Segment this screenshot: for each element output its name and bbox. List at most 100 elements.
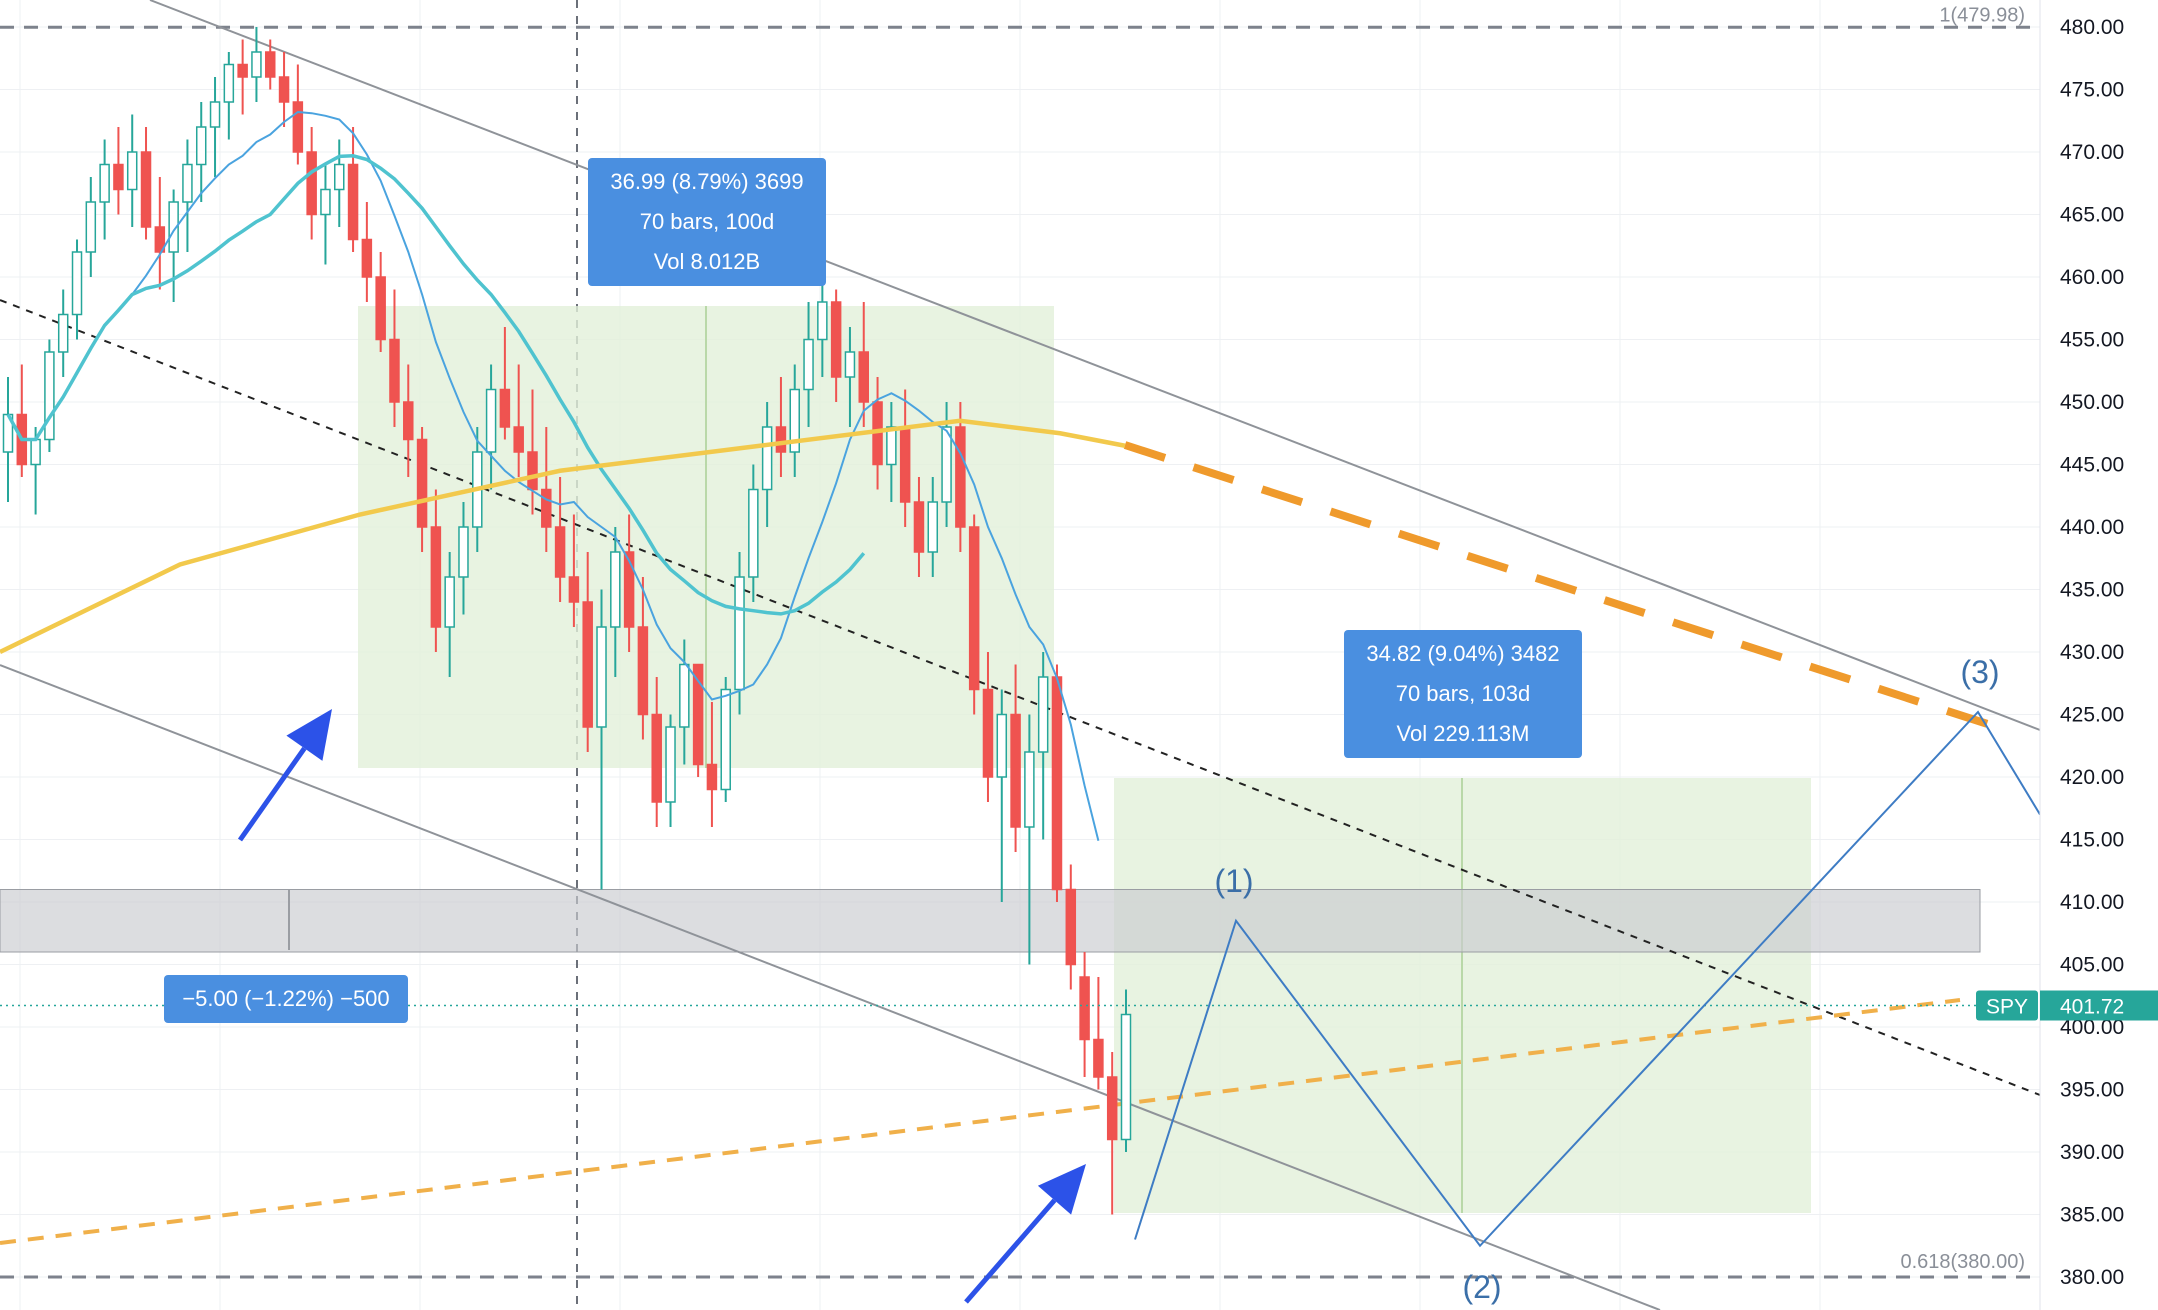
y-tick-label: 475.00: [2060, 79, 2124, 102]
candle-body: [195, 126, 207, 166]
candle-body: [334, 163, 345, 191]
y-tick-label: 450.00: [2060, 391, 2124, 414]
candle-body: [71, 251, 83, 316]
candle-body: [568, 576, 580, 603]
last-price-badge-text: 401.72: [2060, 996, 2124, 1019]
channel-mid-line: [0, 299, 2041, 1096]
candle-body: [858, 351, 870, 403]
y-tick-label: 465.00: [2060, 204, 2124, 227]
orange-ma-projection: [1123, 441, 2002, 732]
ma-long-line: [0, 418, 1126, 655]
candle-body: [1037, 676, 1049, 753]
candle-body: [361, 238, 373, 278]
candle-body: [927, 501, 939, 553]
measure-2-line3: Vol 229.113M: [1396, 721, 1530, 746]
candle-body: [899, 426, 911, 503]
measure-2-line1: 34.82 (9.04%) 3482: [1366, 641, 1560, 666]
candle-body: [1051, 676, 1063, 891]
measure-1-line1: 36.99 (8.79%) 3699: [610, 169, 804, 194]
candle-body: [761, 426, 773, 491]
price-axis[interactable]: 480.00 475.00 470.00 465.00 460.00 455.00 450.…: [1976, 0, 2158, 1310]
candle-body: [251, 51, 262, 78]
candle-body: [651, 713, 662, 803]
measure-box-1[interactable]: 36.99 (8.79%) 3699 70 bars, 100d Vol 8.0…: [588, 158, 826, 286]
candle-body: [389, 338, 400, 403]
candle-body: [444, 576, 455, 628]
ma-mid-line: [6, 154, 866, 616]
candle-body: [154, 226, 166, 253]
candle-body: [513, 426, 524, 453]
candle-body: [485, 388, 497, 453]
candle-body: [692, 663, 704, 766]
wave-label-3: (3): [1960, 654, 1999, 690]
candle-body: [1065, 888, 1077, 966]
channel-lower-line: [0, 664, 1661, 1310]
y-tick-label: 445.00: [2060, 454, 2124, 477]
orange-support-dashed: [0, 998, 1961, 1245]
candle-body: [541, 488, 552, 528]
overlays: (1) (2) (3): [0, 110, 2041, 1305]
candle-body: [955, 426, 966, 528]
y-tick-label: 400.00: [2060, 1016, 2124, 1039]
candle-body: [113, 163, 124, 191]
candle-body: [430, 526, 442, 628]
axis-background: [2040, 0, 2158, 1310]
y-tick-label: 430.00: [2060, 641, 2124, 664]
candle-body: [99, 163, 110, 203]
wave-projection: [1134, 710, 2041, 1248]
candle-body: [416, 438, 428, 528]
y-tick-label: 460.00: [2060, 266, 2124, 289]
wave-label-1: (1): [1214, 863, 1253, 899]
candle-body: [320, 188, 331, 216]
candles: [2, 27, 1132, 1215]
candle-body: [679, 663, 690, 728]
candle-body: [968, 526, 980, 691]
fib-level-label: 0.618(380.00): [1900, 1251, 2025, 1273]
candle-body: [665, 726, 676, 803]
candle-body: [30, 438, 41, 466]
measure-3-line1: −5.00 (−1.22%) −500: [182, 986, 390, 1011]
candle-body: [554, 526, 566, 578]
candle-body: [1120, 1013, 1132, 1141]
y-tick-label: 415.00: [2060, 829, 2124, 852]
candle-body: [44, 351, 55, 441]
candle-body: [223, 63, 235, 103]
candle-body: [886, 426, 897, 466]
candle-body: [403, 401, 414, 441]
blue-arrow-bottom-shaft: [964, 1198, 1057, 1304]
candle-body: [140, 151, 152, 228]
measure-1-line3: Vol 8.012B: [653, 249, 761, 274]
candle-body: [375, 276, 386, 341]
blue-arrow-left-shaft: [237, 746, 307, 842]
y-tick-label: 390.00: [2060, 1141, 2124, 1164]
last-price-badge: [2040, 990, 2158, 1021]
measure-box-3[interactable]: −5.00 (−1.22%) −500: [164, 975, 408, 1023]
measure-2-line2: 70 bars, 103d: [1395, 681, 1531, 706]
measure-1-line2: 70 bars, 100d: [639, 209, 775, 234]
candle-body: [941, 426, 952, 503]
candle-body: [1106, 1076, 1118, 1141]
candle-body: [209, 101, 221, 128]
candle-body: [126, 151, 138, 191]
candle-body: [789, 388, 800, 453]
measure-box-2[interactable]: 34.82 (9.04%) 3482 70 bars, 103d Vol 229…: [1344, 630, 1582, 758]
candle-body: [610, 551, 621, 628]
candle-body: [458, 526, 469, 578]
candle-body: [913, 501, 925, 553]
candle-body: [306, 151, 317, 216]
wave-label-2: (2): [1462, 1269, 1501, 1305]
candle-body: [582, 601, 593, 728]
y-tick-label: 455.00: [2060, 329, 2124, 352]
y-tick-label: 440.00: [2060, 516, 2124, 539]
blue-arrow-bottom-head: [1037, 1164, 1086, 1215]
candle-body: [182, 163, 193, 203]
y-tick-label: 425.00: [2060, 704, 2124, 727]
symbol-badge: [1976, 990, 2038, 1021]
y-tick-label: 385.00: [2060, 1204, 2124, 1227]
candle-body: [237, 63, 248, 78]
candle-body: [803, 338, 814, 391]
ma-short-line: [7, 110, 1100, 842]
candle-body: [623, 551, 635, 628]
candle-body: [278, 76, 290, 103]
